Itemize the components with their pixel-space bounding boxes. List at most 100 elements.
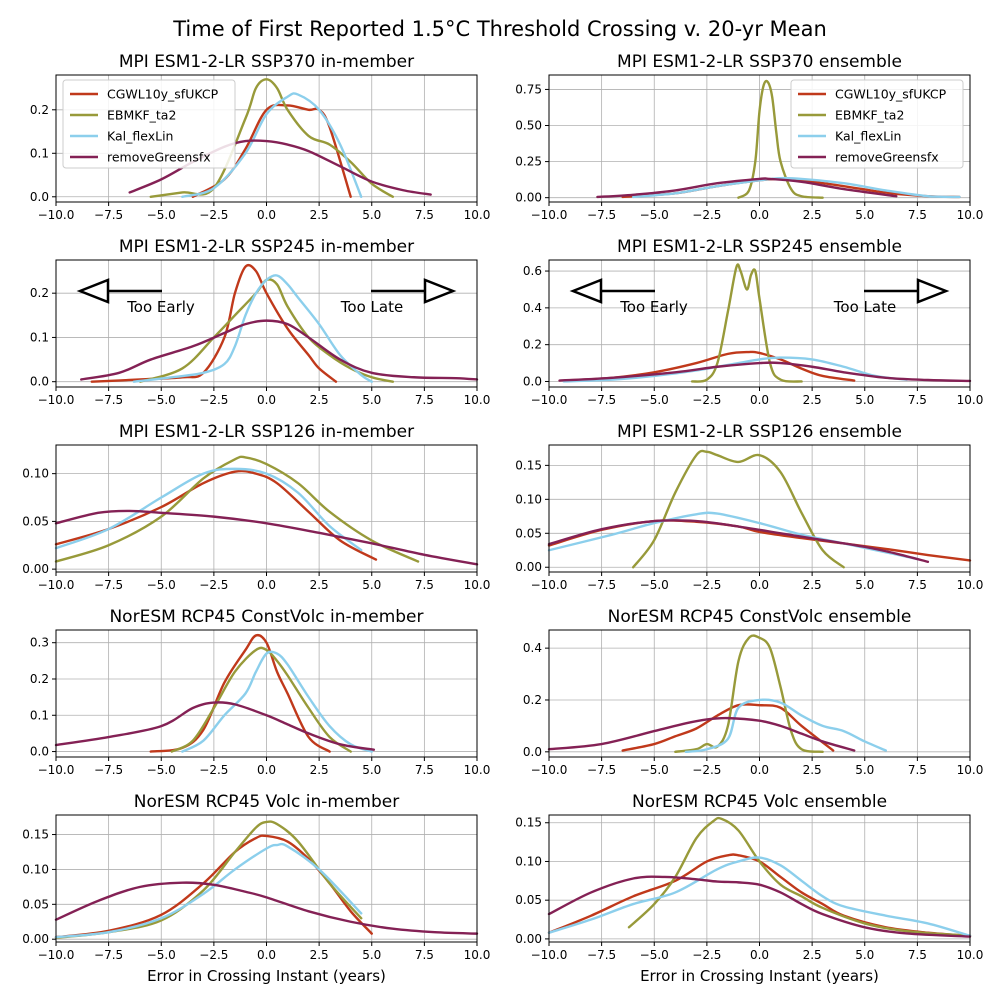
x-tick-label: −5.0	[147, 578, 176, 592]
panel-title: MPI ESM1-2-LR SSP245 ensemble	[617, 237, 902, 257]
series-line-Kal_flexLin	[547, 856, 972, 937]
x-tick-label: 0.0	[257, 208, 276, 222]
x-tick-label: 7.5	[908, 208, 927, 222]
chart-panel-1: MPI ESM1-2-LR SSP370 in-member −10.0 −7.5 −…	[30, 52, 490, 222]
x-tick-label: 10.0	[957, 208, 984, 222]
panel-title: NorESM RCP45 Volc ensemble	[632, 792, 887, 812]
y-tick-label: 0.05	[515, 526, 542, 540]
y-tick-label: 0.1	[30, 146, 49, 160]
legend-box	[62, 79, 236, 169]
direction-arrows: Too Early Too Late	[76, 278, 457, 316]
legend-entry: removeGreensfx	[107, 150, 211, 165]
x-tick-label: 7.5	[908, 948, 927, 962]
x-tick-label: −7.5	[94, 208, 123, 222]
x-tick-label: −7.5	[587, 393, 616, 407]
x-tick-label: −2.5	[199, 208, 228, 222]
y-tick-label: 0.00	[22, 932, 49, 946]
x-tick-label: 7.5	[415, 763, 434, 777]
x-tick-label: 10.0	[957, 578, 984, 592]
chart-panel-3: MPI ESM1-2-LR SSP245 in-member −10.0 −7.5 −…	[30, 237, 490, 407]
y-tick-label: 0.10	[22, 467, 49, 481]
series-line-removeGreensfx	[80, 319, 479, 381]
x-tick-label: 0.0	[257, 763, 276, 777]
x-tick-label: 10.0	[464, 763, 491, 777]
x-tick-label: 7.5	[415, 948, 434, 962]
x-tick-label: 5.0	[362, 948, 381, 962]
series-line-EBMKF_ta2	[54, 455, 420, 563]
x-tick-label: −2.5	[199, 578, 228, 592]
x-tick-label: −2.5	[692, 763, 721, 777]
y-tick-label: 0.00	[515, 932, 542, 946]
x-tick-label: 7.5	[908, 578, 927, 592]
series-line-EBMKF_ta2	[737, 79, 824, 199]
x-tick-label: 7.5	[415, 208, 434, 222]
x-tick-label: 2.5	[803, 393, 822, 407]
y-tick-label: 0.75	[515, 82, 542, 96]
x-tick-label: 7.5	[908, 763, 927, 777]
x-tick-label: 2.5	[803, 578, 822, 592]
y-tick-label: 0.00	[22, 562, 49, 576]
x-tick-label: −10.0	[38, 393, 75, 407]
x-tick-label: 5.0	[362, 763, 381, 777]
series-line-Kal_flexLin	[54, 467, 363, 552]
x-tick-label: −2.5	[199, 948, 228, 962]
legend-entry: Kal_flexLin	[835, 129, 901, 144]
series-line-EBMKF_ta2	[54, 820, 363, 940]
series-line-Kal_flexLin	[632, 176, 961, 199]
x-tick-label: −5.0	[640, 578, 669, 592]
series-line-CGWL10y_sfUKCP	[149, 633, 331, 753]
chart-panel-7: NorESM RCP45 ConstVolc in-member −10.0 −7.…	[30, 607, 490, 777]
x-tick-label: −7.5	[94, 948, 123, 962]
y-tick-label: 0.2	[523, 338, 542, 352]
x-tick-label: −10.0	[38, 948, 75, 962]
series-line-removeGreensfx	[547, 519, 930, 564]
x-tick-label: 0.0	[750, 763, 769, 777]
early-arrow-head	[76, 278, 110, 304]
x-tick-label: −7.5	[94, 393, 123, 407]
x-tick-label: 2.5	[310, 948, 329, 962]
x-tick-label: 0.0	[750, 208, 769, 222]
panel-title: MPI ESM1-2-LR SSP126 ensemble	[617, 422, 902, 442]
x-tick-label: −10.0	[531, 208, 568, 222]
x-tick-label: −7.5	[587, 763, 616, 777]
legend-entry: Kal_flexLin	[107, 129, 173, 144]
x-axis-label: Error in Crossing Instant (years)	[147, 967, 386, 985]
x-tick-label: −10.0	[531, 578, 568, 592]
x-tick-label: 10.0	[464, 948, 491, 962]
x-tick-label: −5.0	[640, 763, 669, 777]
y-tick-label: 0.6	[523, 264, 542, 278]
x-tick-label: −10.0	[38, 763, 75, 777]
series-line-EBMKF_ta2	[170, 646, 352, 753]
y-tick-label: 0.1	[30, 708, 49, 722]
panel-title: MPI ESM1-2-LR SSP245 in-member	[119, 237, 414, 257]
y-tick-label: 0.1	[30, 330, 49, 344]
x-tick-label: 0.0	[257, 578, 276, 592]
direction-arrows: Too Early Too Late	[569, 278, 950, 316]
y-tick-label: 0.3	[30, 636, 49, 650]
legend-entry: CGWL10y_sfUKCP	[835, 87, 947, 102]
y-tick-label: 0.15	[515, 816, 542, 830]
x-tick-label: 2.5	[310, 578, 329, 592]
x-tick-label: −5.0	[640, 208, 669, 222]
y-tick-label: 0.0	[30, 375, 49, 389]
x-tick-label: −10.0	[531, 763, 568, 777]
series-line-Kal_flexLin	[547, 511, 919, 561]
x-tick-label: −10.0	[38, 208, 75, 222]
x-tick-label: 5.0	[855, 208, 874, 222]
panels: MPI ESM1-2-LR SSP370 in-member −10.0 −7.5 −…	[22, 52, 983, 985]
series-line-Kal_flexLin	[54, 842, 363, 939]
x-tick-label: 2.5	[310, 763, 329, 777]
too-late-label: Too Late	[833, 298, 896, 316]
panel-title: MPI ESM1-2-LR SSP370 in-member	[119, 52, 414, 72]
legend-entry: EBMKF_ta2	[107, 108, 176, 123]
x-tick-label: −5.0	[147, 763, 176, 777]
x-tick-label: −5.0	[147, 393, 176, 407]
too-early-label: Too Early	[619, 298, 688, 316]
series-line-EBMKF_ta2	[627, 816, 972, 937]
x-axis-label: Error in Crossing Instant (years)	[640, 967, 879, 985]
y-tick-label: 0.0	[523, 745, 542, 759]
chart-panel-4: MPI ESM1-2-LR SSP245 ensemble −10.0 −7.5 −5…	[523, 237, 983, 407]
x-tick-label: 10.0	[957, 948, 984, 962]
y-tick-label: 0.0	[30, 745, 49, 759]
